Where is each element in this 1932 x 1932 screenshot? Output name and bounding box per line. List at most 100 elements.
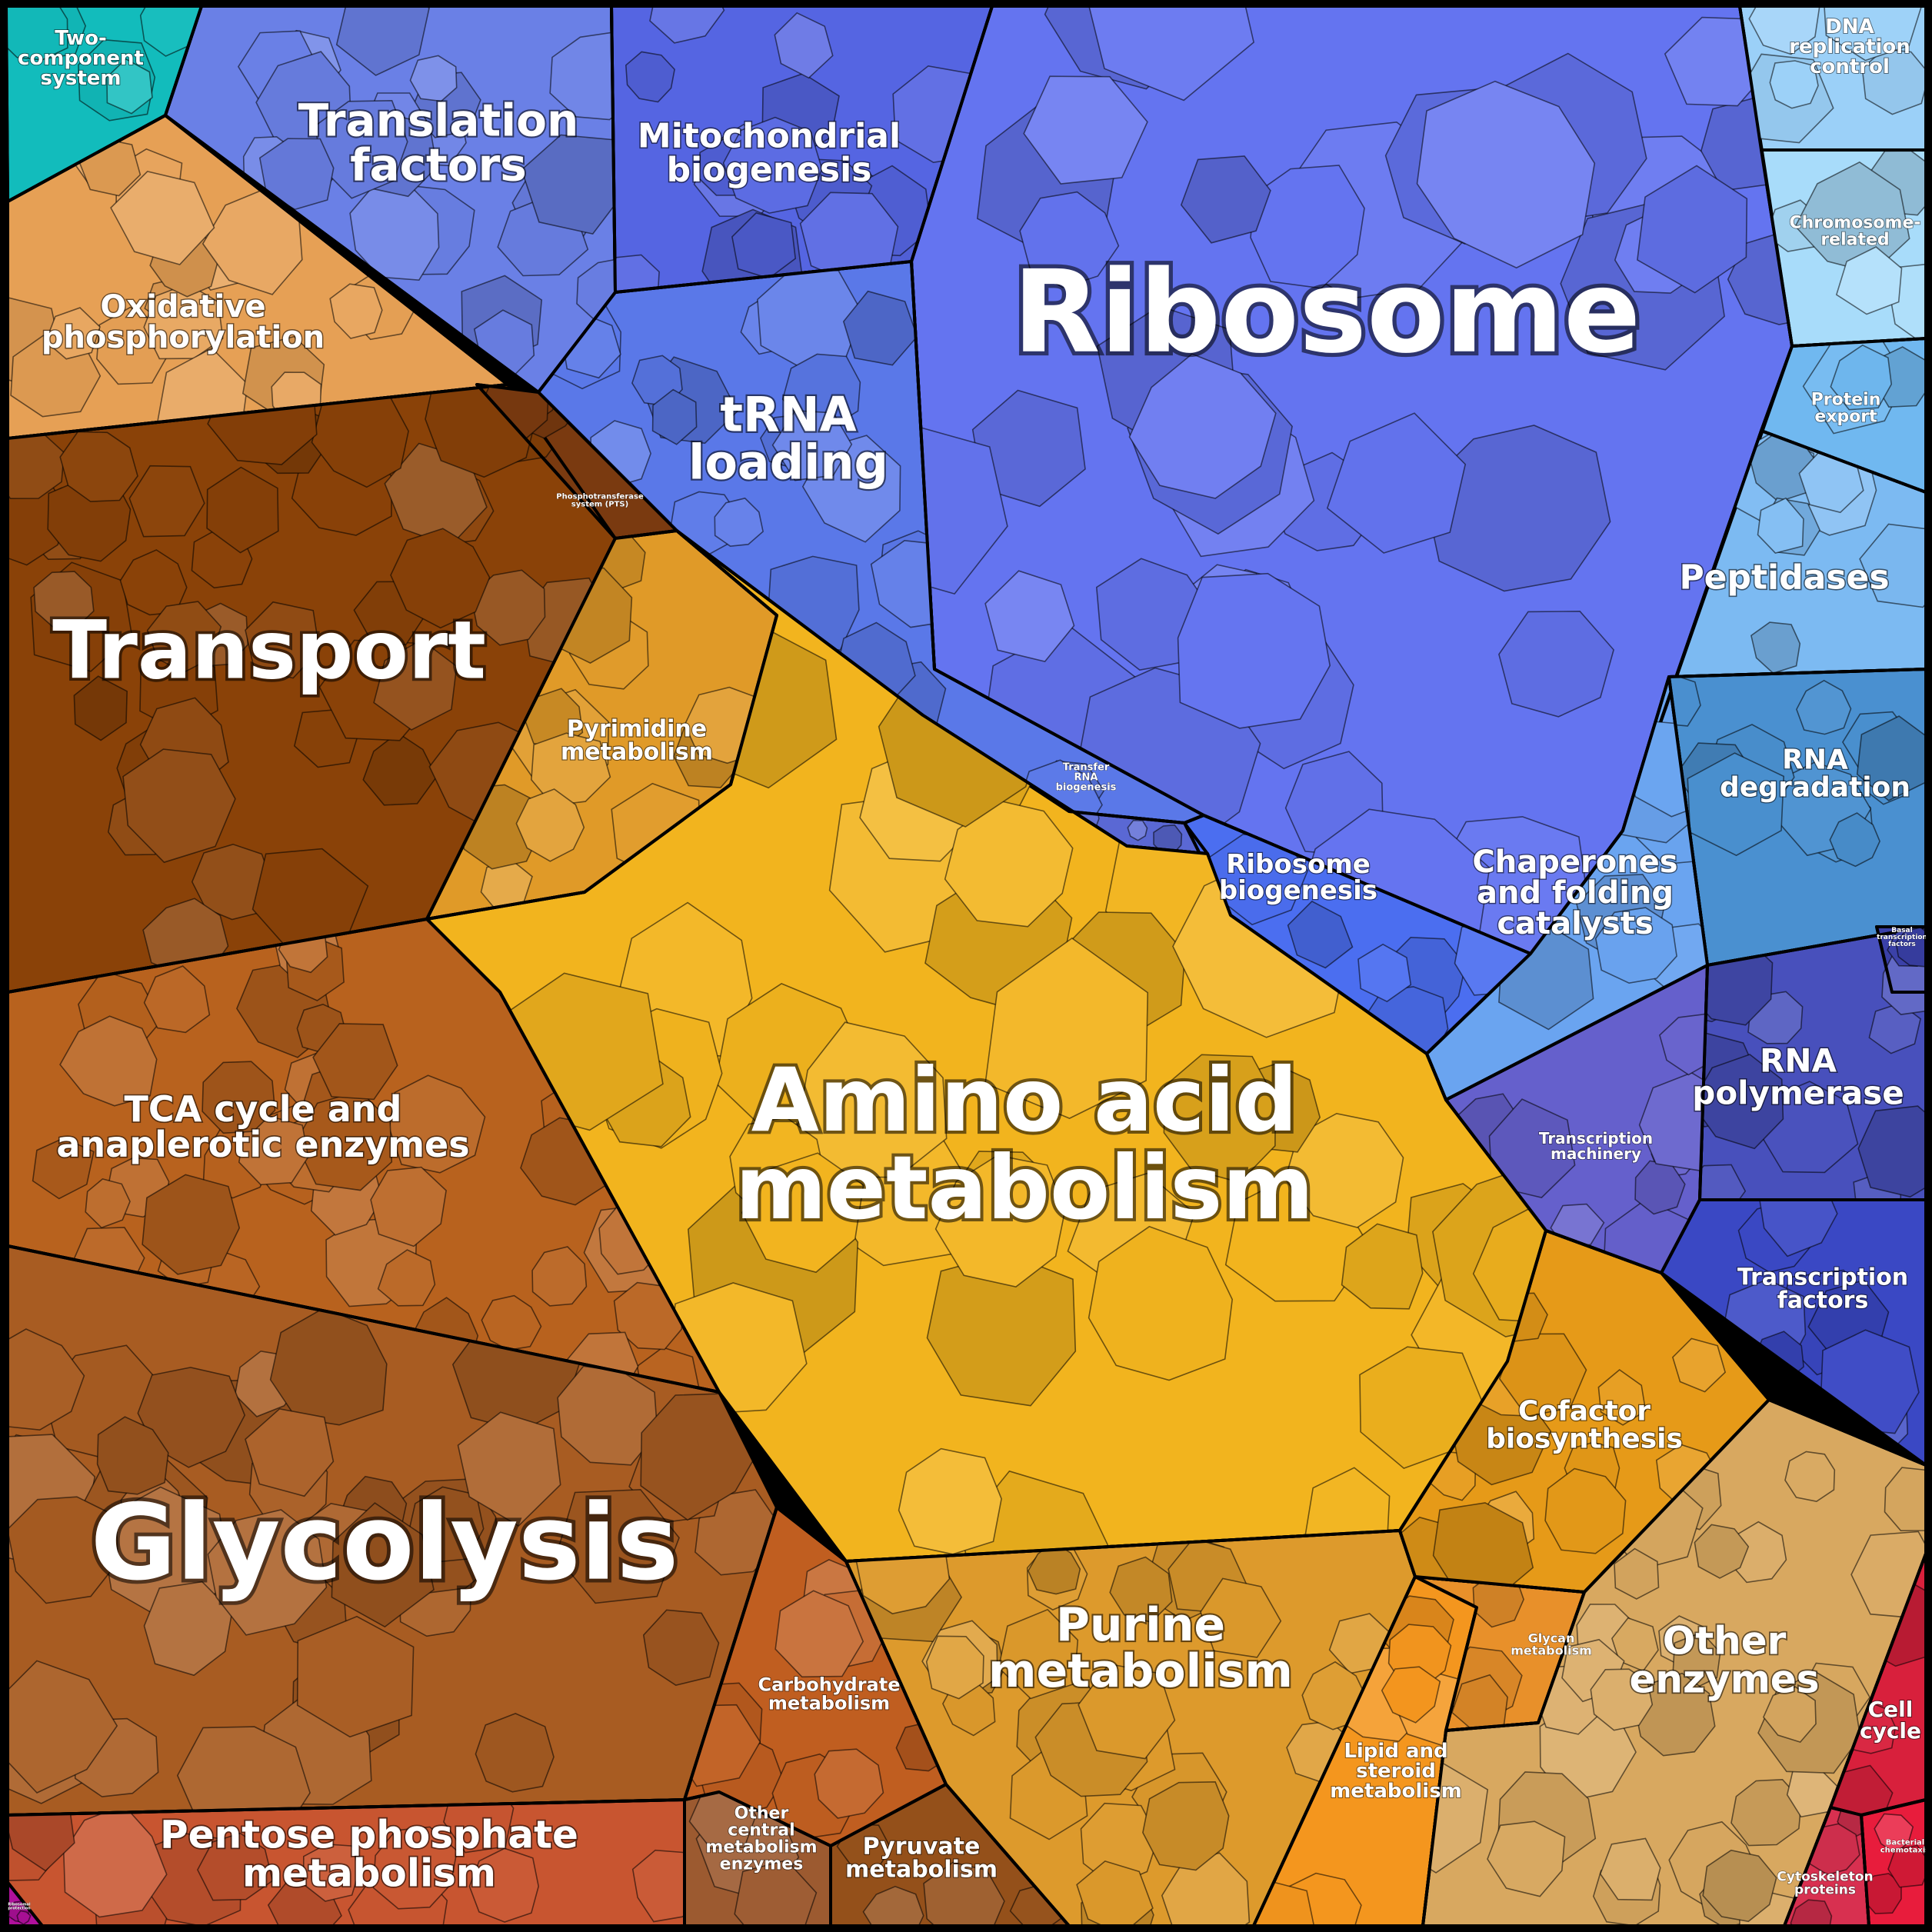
label-cofactor-biosynthesis: Cofactor biosynthesis	[1486, 1396, 1683, 1455]
label-line: biogenesis	[667, 150, 872, 189]
label-pyrimidine-metabolism: Pyrimidine metabolism	[561, 716, 713, 766]
cell-lipid-steroid-metabolism	[1381, 1666, 1441, 1724]
cell-other-enzymes	[1730, 1778, 1802, 1847]
label-line: replication	[1789, 35, 1910, 58]
label-line: Peptidases	[1679, 558, 1889, 597]
cell-cofactor-biosynthesis	[1671, 1337, 1727, 1393]
label-line: Mitochondrial	[638, 116, 901, 155]
cells-glycan-metabolism	[1447, 1577, 1524, 1730]
cell-other-enzymes	[1487, 1820, 1566, 1897]
label-line: proteins	[1794, 1882, 1856, 1897]
label-purine-metabolism: Purine metabolism	[988, 1598, 1293, 1698]
cells-translation-factors	[237, 6, 615, 380]
cell-purine-metabolism	[1078, 1663, 1176, 1760]
cell-mitochondrial-biogenesis	[731, 212, 797, 279]
cell-glycolysis	[96, 1416, 169, 1495]
cell-other-enzymes	[1694, 1524, 1750, 1579]
cell-ribosome	[1250, 165, 1365, 289]
cell-tca-cycle	[59, 1015, 158, 1107]
cell-rna-degradation	[1669, 674, 1701, 727]
cell-amino-acid-metabolism	[934, 1154, 1066, 1287]
cell-tca-cycle	[32, 1137, 95, 1200]
cell-transcription-machinery	[1658, 1013, 1707, 1076]
cell-transport	[128, 465, 205, 538]
label-line: Basal	[1891, 927, 1912, 934]
cell-other-enzymes	[1599, 1837, 1661, 1901]
cell-ribosome	[911, 423, 1008, 595]
label-line: Glycolysis	[91, 1483, 679, 1604]
cell-rna-degradation	[1796, 679, 1852, 735]
label-line: factors	[1777, 1287, 1869, 1314]
cell-purine-metabolism	[1028, 1541, 1081, 1595]
outline-cofactor-biosynthesis	[1398, 1229, 1770, 1594]
cell-ribosome	[971, 389, 1086, 508]
label-line: Cofactor	[1518, 1396, 1651, 1427]
label-line: polymerase	[1692, 1074, 1904, 1112]
label-line: steroid	[1356, 1760, 1436, 1783]
label-tca-cycle: TCA cycle and anaplerotic enzymes	[56, 1088, 469, 1165]
label-rna-degradation: RNA degradation	[1720, 744, 1910, 804]
label-line: Other	[734, 1804, 789, 1824]
label-translation-factors: Translation factors	[298, 94, 579, 191]
cell-glycolysis	[640, 1392, 764, 1521]
cell-oxidative-phosphorylation	[202, 187, 303, 295]
cell-protein-export	[1830, 344, 1893, 411]
label-line: Cell	[1868, 1697, 1914, 1722]
outline-amino-acid-metabolism	[425, 529, 1547, 1563]
label-rna-polymerase: RNA polymerase	[1692, 1042, 1904, 1112]
cell-amino-acid-metabolism	[741, 1152, 864, 1274]
cell-translation-factors	[258, 138, 335, 211]
cell-ribosome-biogenesis	[1357, 943, 1412, 1003]
cell-purine-metabolism	[1076, 1860, 1154, 1926]
cells-oxidative-phosphorylation	[8, 136, 417, 438]
cells-pyruvate-metabolism	[836, 1823, 1064, 1926]
label-chromosome-related: Chromosome-related	[1790, 214, 1921, 250]
cell-transfer-rna-biogenesis	[1127, 819, 1148, 841]
label-oxidative-phosphorylation: Oxidative phosphorylation	[42, 289, 325, 355]
cell-oxidative-phosphorylation	[110, 171, 215, 265]
cell-purine-metabolism	[1161, 1852, 1251, 1926]
label-other-central-metabolism: Other central metabolism enzymes	[705, 1804, 817, 1874]
cell-other-enzymes	[1762, 1686, 1817, 1744]
cell-two-component-system	[6, 6, 68, 61]
cell-glycolysis	[331, 1502, 435, 1628]
cell-ribosome	[1180, 155, 1271, 244]
label-line: anaplerotic enzymes	[56, 1124, 469, 1165]
label-line: metabolism	[1511, 1644, 1592, 1658]
cell-oxidative-phosphorylation	[45, 307, 101, 360]
cell-transcription-factors	[1757, 1200, 1838, 1257]
label-ribosome: Ribosome	[1013, 246, 1641, 378]
label-line: biogenesis	[1219, 875, 1377, 906]
cell-translation-factors	[349, 182, 440, 281]
cell-glycolysis	[557, 1365, 658, 1466]
cell-trna-loading	[651, 388, 698, 445]
cell-peptidases	[1859, 523, 1926, 608]
label-glycolysis: Glycolysis	[91, 1483, 679, 1604]
label-line: Two-	[55, 27, 107, 50]
label-transcription-factors: Transcription factors	[1737, 1264, 1908, 1314]
label-line: RNA	[1760, 1042, 1837, 1080]
label-line: metabolism	[561, 739, 713, 766]
cell-tca-cycle	[85, 1178, 131, 1229]
cell-transport	[33, 571, 95, 629]
label-line: metabolism	[242, 1851, 496, 1896]
label-line: catalysts	[1497, 906, 1653, 941]
cell-purine-metabolism	[925, 1635, 984, 1700]
label-line: factors	[350, 138, 526, 191]
cell-glycolysis	[457, 1411, 561, 1527]
cells-pentose-phosphate-metabolism	[8, 1800, 685, 1926]
label-line: Pyrimidine	[567, 716, 707, 743]
cell-mitochondrial-biogenesis	[722, 116, 823, 214]
cell-amino-acid-metabolism	[944, 799, 1074, 928]
cell-transport	[362, 731, 438, 806]
cell-ribosome	[1019, 191, 1120, 288]
cell-transcription-machinery	[1634, 1160, 1686, 1215]
cell-translation-factors	[335, 6, 430, 76]
label-line: enzymes	[1630, 1657, 1820, 1702]
cell-transport	[73, 675, 128, 741]
label-other-enzymes: Other enzymes	[1630, 1619, 1820, 1702]
label-line: Transport	[52, 603, 486, 697]
cell-glycolysis	[475, 1713, 555, 1793]
label-line: RNA	[1782, 744, 1848, 776]
cell-purine-metabolism	[1200, 1577, 1282, 1658]
